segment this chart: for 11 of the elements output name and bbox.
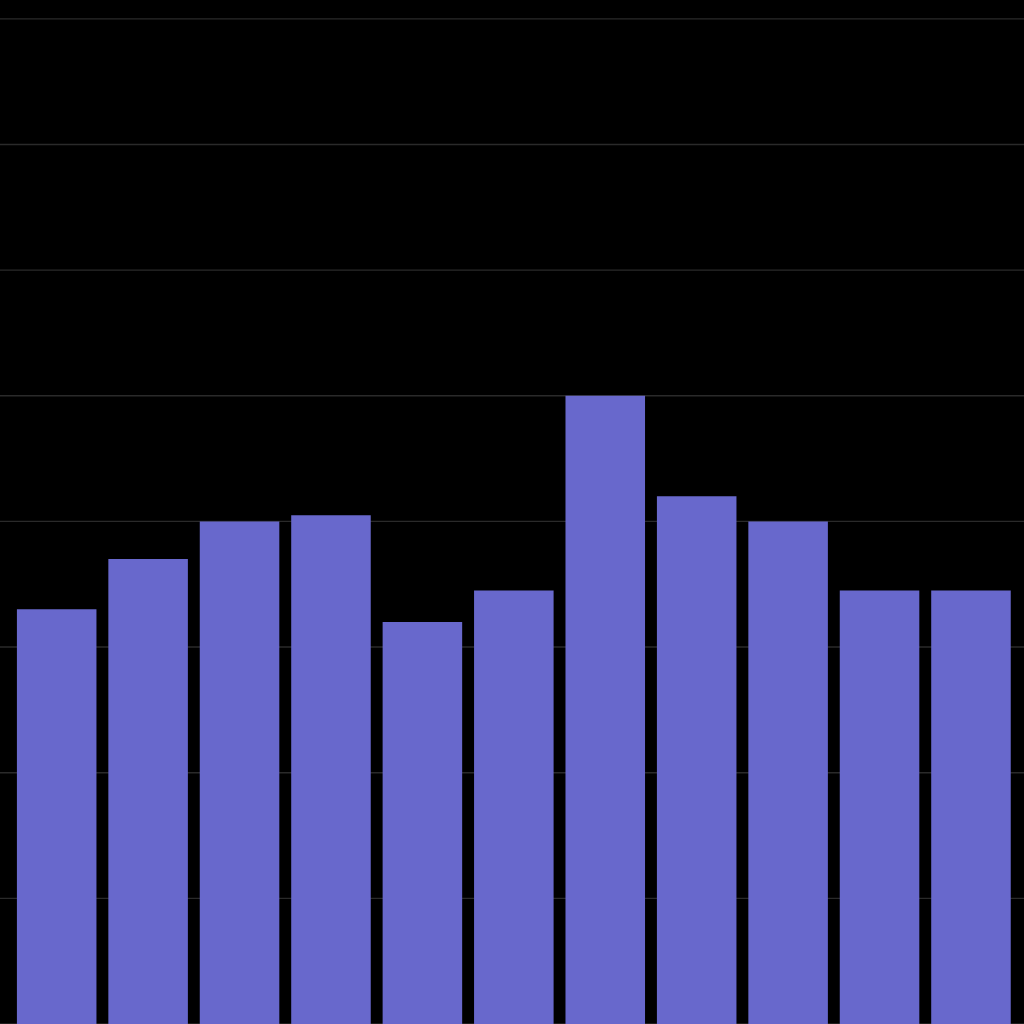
bar (291, 515, 371, 1024)
bar (931, 590, 1011, 1024)
bar (656, 496, 737, 1024)
bar (474, 590, 554, 1024)
bar (748, 521, 828, 1024)
bar (839, 590, 920, 1024)
bar (16, 609, 97, 1024)
bar (108, 559, 188, 1024)
bar (382, 621, 463, 1024)
bar (199, 521, 280, 1024)
bar (565, 395, 646, 1024)
